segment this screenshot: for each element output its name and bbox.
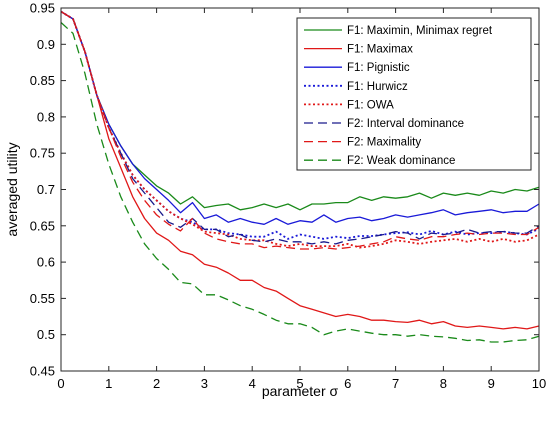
- series-line-5: [60, 10, 540, 249]
- x-axis-ticks: 0 1 2 3 4 5 6 7 8 9 10: [57, 8, 546, 391]
- legend-label-5: F1: OWA: [347, 99, 394, 111]
- x-tick-label: 5: [296, 376, 303, 391]
- legend: F1: Maximin, Minimax regret F1: Maximax F1…: [296, 17, 532, 171]
- y-tick-label: 0.5: [37, 327, 55, 342]
- legend-label-3: F1: Pignistic: [347, 62, 410, 74]
- x-tick-label: 2: [153, 376, 160, 391]
- legend-label-1: F1: Maximin, Minimax regret: [347, 25, 493, 37]
- plot-series: [60, 10, 540, 343]
- x-tick-label: 8: [440, 376, 447, 391]
- x-tick-label: 1: [105, 376, 112, 391]
- y-tick-label: 0.55: [30, 291, 55, 306]
- y-axis-label: averaged utility: [4, 142, 20, 236]
- x-tick-label: 9: [488, 376, 495, 391]
- series-line-2: [60, 11, 540, 330]
- legend-label-7: F2: Maximality: [347, 137, 421, 149]
- x-tick-label: 0: [57, 376, 64, 391]
- series-line-6: [60, 11, 540, 245]
- legend-label-2: F1: Maximax: [347, 44, 413, 56]
- series-line-1: [60, 11, 540, 211]
- y-axis-ticks: 0.45 0.5 0.55 0.6 0.65 0.7 0.75 0.8 0.85 0.9 0.95: [30, 1, 539, 379]
- y-tick-label: 0.85: [30, 73, 55, 88]
- legend-label-6: F2: Interval dominance: [347, 118, 464, 130]
- legend-box: [296, 17, 532, 171]
- series-line-7: [60, 11, 540, 250]
- y-tick-label: 0.6: [37, 255, 55, 270]
- x-tick-label: 7: [392, 376, 399, 391]
- series-line-8: [60, 22, 540, 343]
- y-tick-label: 0.95: [30, 1, 55, 16]
- x-axis-label: parameter σ: [262, 383, 339, 399]
- y-tick-label: 0.7: [37, 182, 55, 197]
- x-tick-label: 4: [249, 376, 256, 391]
- y-tick-label: 0.75: [30, 146, 55, 161]
- x-tick-label: 3: [201, 376, 208, 391]
- x-tick-label: 6: [344, 376, 351, 391]
- legend-label-4: F1: Hurwicz: [347, 81, 408, 93]
- x-tick-label: 10: [532, 376, 546, 391]
- y-tick-label: 0.8: [37, 109, 55, 124]
- y-tick-label: 0.45: [30, 364, 55, 379]
- series-line-3: [60, 11, 540, 225]
- y-tick-label: 0.9: [37, 37, 55, 52]
- legend-label-8: F2: Weak dominance: [347, 155, 455, 167]
- y-tick-label: 0.65: [30, 218, 55, 233]
